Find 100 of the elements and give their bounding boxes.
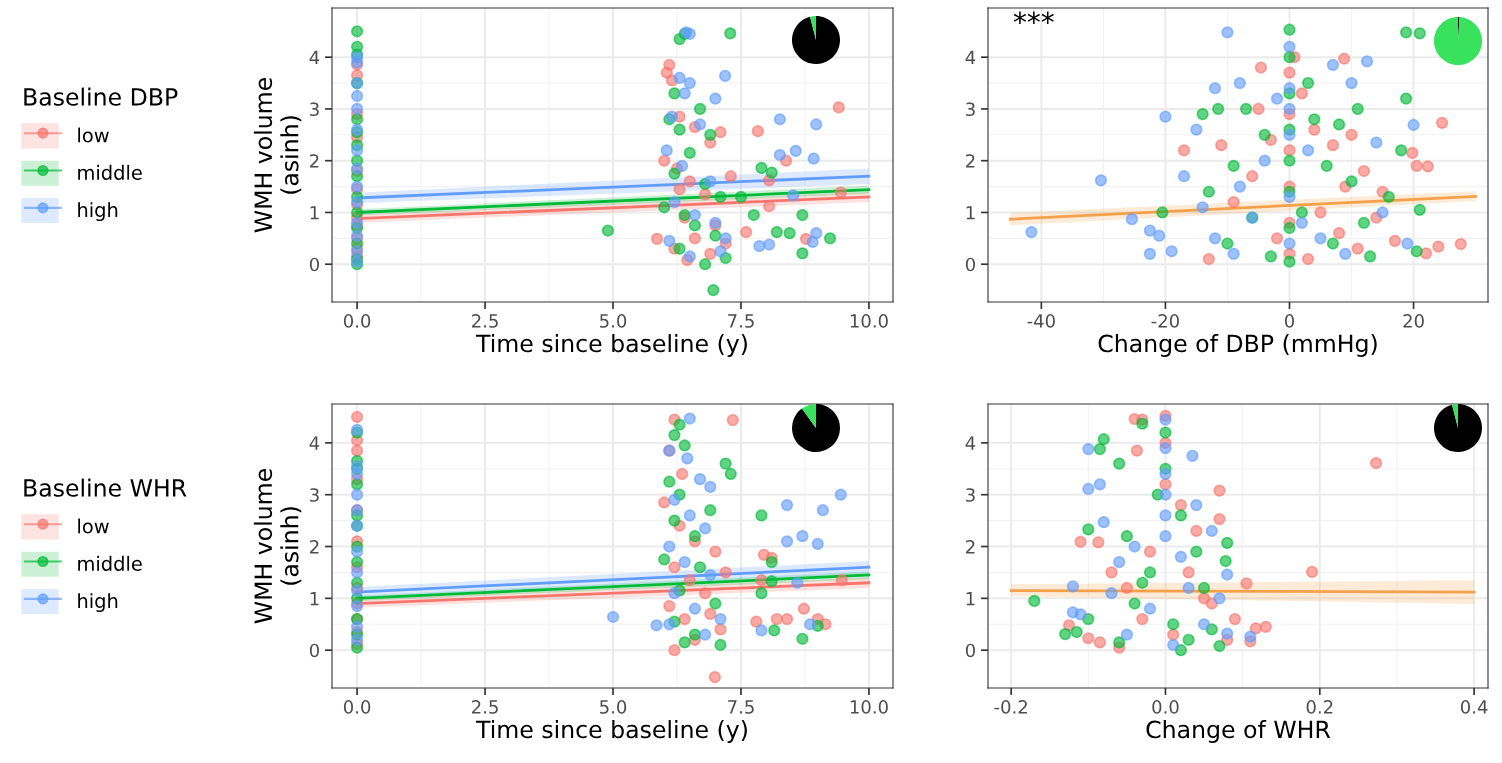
point: [704, 504, 717, 517]
point: [1093, 636, 1107, 649]
y-tick-label: 2: [966, 154, 975, 168]
point: [1213, 639, 1226, 653]
point: [350, 102, 364, 116]
legend-title: Baseline WHR: [24, 478, 187, 497]
y-tick-label: 4: [965, 436, 976, 450]
point: [1308, 123, 1321, 136]
point: [699, 188, 712, 201]
point: [1221, 627, 1234, 640]
legend-title: Baseline DBP: [24, 87, 178, 106]
point: [1305, 565, 1319, 579]
point: [765, 555, 778, 569]
point: [650, 232, 664, 245]
point: [704, 128, 717, 141]
point: [1182, 581, 1195, 595]
point: [1074, 608, 1087, 621]
point: [1221, 536, 1234, 550]
point: [1227, 247, 1240, 260]
y-tick-label: 3: [966, 102, 975, 117]
x-tick-label: -20: [1151, 314, 1179, 328]
point: [1283, 255, 1296, 268]
point: [1128, 597, 1141, 610]
point: [1159, 488, 1172, 501]
point: [1092, 536, 1105, 549]
point: [719, 566, 732, 579]
point: [1059, 627, 1072, 641]
y-tick-label: 1: [966, 206, 975, 220]
pie-slice: [1434, 404, 1482, 452]
point: [1074, 535, 1087, 548]
point: [1283, 221, 1296, 235]
x-tick-label: 0.2: [1306, 700, 1333, 714]
point: [1082, 442, 1095, 456]
point: [1399, 26, 1413, 39]
y-tick-label: 3: [310, 102, 319, 117]
point: [1197, 618, 1211, 631]
point: [726, 413, 739, 427]
point: [1136, 576, 1149, 589]
point: [1301, 252, 1315, 266]
point: [1283, 237, 1296, 250]
point: [1190, 498, 1203, 512]
legend-label: low: [78, 518, 109, 534]
point: [1283, 128, 1296, 141]
point: [688, 628, 702, 641]
point: [1326, 139, 1340, 152]
point: [803, 618, 817, 631]
point: [1301, 76, 1315, 90]
legend-label: high: [78, 202, 118, 222]
point: [350, 410, 364, 424]
point: [719, 232, 732, 245]
x-tick-label: -40: [1027, 314, 1055, 328]
point: [773, 148, 787, 162]
point: [1094, 174, 1108, 187]
point: [678, 555, 691, 569]
point: [663, 540, 676, 553]
point: [1221, 26, 1234, 39]
point: [1143, 602, 1157, 615]
point: [658, 154, 671, 167]
point: [1326, 58, 1340, 72]
point: [714, 638, 727, 652]
point: [693, 561, 707, 574]
point: [747, 208, 760, 222]
point: [668, 195, 681, 209]
point: [796, 632, 809, 645]
point: [1401, 237, 1414, 250]
point: [1283, 102, 1296, 116]
point: [668, 587, 681, 600]
point: [350, 144, 364, 157]
point: [709, 597, 722, 610]
point: [1283, 23, 1296, 36]
point: [714, 623, 727, 636]
point: [688, 602, 702, 615]
point: [1113, 555, 1126, 569]
x-tick-label: 2.5: [472, 314, 498, 328]
point: [791, 576, 804, 589]
point: [709, 229, 722, 242]
point: [673, 242, 686, 255]
pie-slice: [810, 16, 816, 40]
point: [1432, 240, 1445, 253]
point: [1254, 61, 1268, 74]
point: [823, 232, 837, 245]
point: [350, 566, 364, 579]
y-tick-label: 4: [965, 50, 976, 65]
point: [678, 439, 691, 452]
point: [675, 467, 689, 481]
point: [1351, 102, 1364, 116]
y-tick-label: 0: [965, 643, 975, 658]
point: [1028, 594, 1041, 608]
point: [1093, 442, 1107, 456]
point: [724, 467, 737, 481]
point: [1295, 87, 1309, 100]
point: [1410, 245, 1423, 258]
point: [835, 574, 848, 587]
point: [704, 568, 717, 582]
point: [1345, 128, 1358, 141]
point: [1159, 530, 1172, 543]
point: [755, 574, 768, 587]
point: [1125, 213, 1139, 226]
point: [699, 522, 712, 535]
point: [780, 498, 794, 512]
